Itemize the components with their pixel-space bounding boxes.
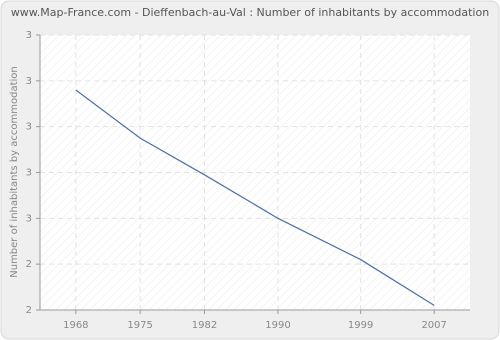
x-tick-label: 2007 bbox=[421, 320, 446, 331]
data-line bbox=[75, 89, 435, 306]
x-tick-label: 1999 bbox=[348, 320, 373, 331]
y-tick-label: 3 bbox=[26, 76, 32, 87]
chart-title: www.Map-France.com - Dieffenbach-au-Val … bbox=[11, 6, 489, 19]
y-tick-label: 3 bbox=[26, 122, 32, 133]
y-tick-label: 3 bbox=[26, 213, 32, 224]
plot-hatch bbox=[40, 35, 470, 310]
y-tick-label: 2 bbox=[26, 305, 32, 316]
x-tick-label: 1975 bbox=[127, 320, 152, 331]
y-tick-label: 3 bbox=[26, 168, 32, 179]
y-tick-label: 3 bbox=[26, 30, 32, 41]
x-tick-label: 1990 bbox=[265, 320, 290, 331]
y-tick-label: 2 bbox=[26, 259, 32, 270]
x-tick-label: 1982 bbox=[192, 320, 217, 331]
x-tick-label: 1968 bbox=[63, 320, 88, 331]
y-axis-label: Number of inhabitants by accommodation bbox=[9, 66, 20, 278]
